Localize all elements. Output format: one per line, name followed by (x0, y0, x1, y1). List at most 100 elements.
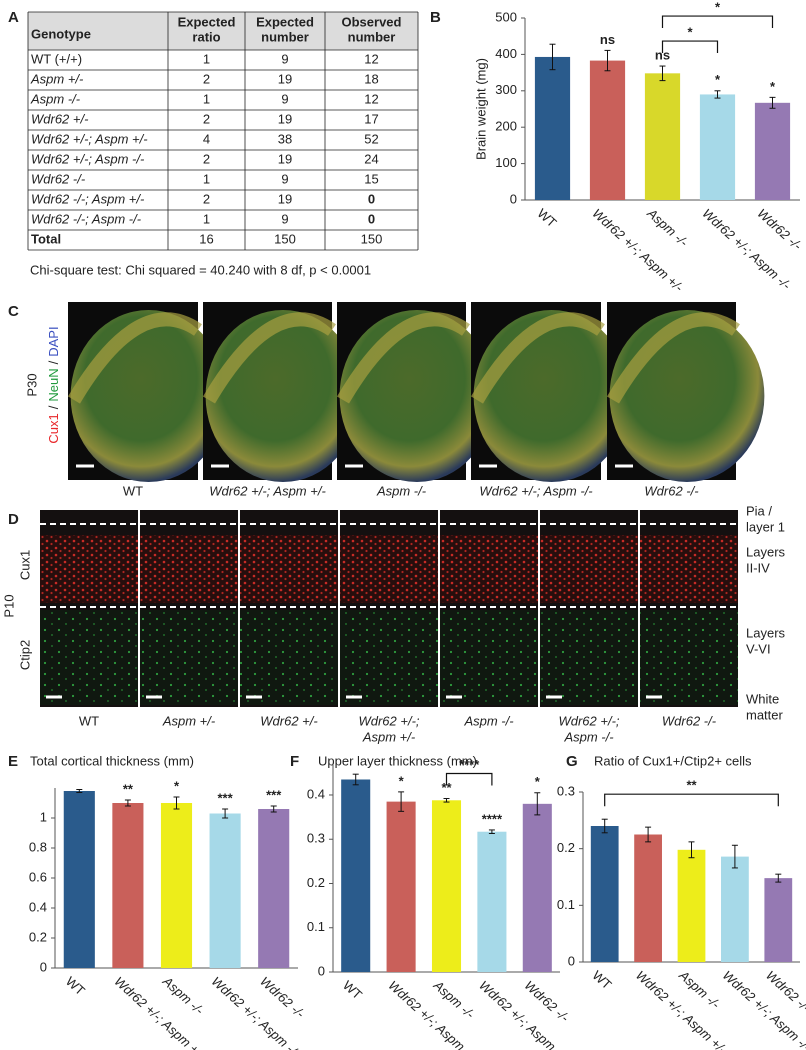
table-cell: 150 (361, 231, 383, 246)
x-tick-label: WT (590, 968, 615, 993)
table-cell: 0 (368, 191, 375, 206)
x-tick-label: Wdr62 +/-; Aspm +/- (589, 206, 686, 296)
error-bar (534, 792, 541, 816)
error-bar (270, 805, 277, 813)
bar (522, 803, 552, 972)
table-cell: 18 (364, 71, 378, 86)
y-tick-label: 200 (495, 119, 517, 134)
chart-title: Total cortical thickness (mm) (30, 753, 194, 768)
x-tick-label: WT (534, 206, 559, 231)
layer-label: V-VI (746, 641, 771, 656)
table-cell: 9 (281, 211, 288, 226)
bar (431, 800, 462, 972)
caption: Aspm +/- (362, 729, 416, 744)
bar (258, 809, 290, 968)
table-header-bg (28, 12, 418, 50)
table-cell: 2 (203, 111, 210, 126)
error-bar (731, 844, 738, 869)
panel-letter: B (430, 9, 441, 26)
bar (590, 826, 619, 962)
bar (721, 856, 749, 962)
table-cell: 19 (278, 191, 292, 206)
error-bar (659, 65, 666, 82)
layer-label: II-IV (746, 560, 770, 575)
brain-section (473, 310, 630, 482)
bar (754, 102, 791, 200)
caption: Wdr62 +/- (260, 713, 318, 728)
significance-label: ns (655, 47, 670, 62)
error-bar (775, 873, 782, 883)
significance-label: ** (123, 781, 134, 796)
table-cell: 150 (274, 231, 296, 246)
significance-label: ns (600, 32, 615, 47)
table-cell: 4 (203, 131, 210, 146)
y-tick-label: 0 (40, 959, 47, 974)
table-cell: 19 (278, 71, 292, 86)
table-cell: 16 (199, 231, 213, 246)
caption: Aspm -/- (376, 483, 427, 498)
bar (677, 849, 706, 962)
panel-letter: E (8, 753, 18, 770)
panel-letter: C (8, 303, 19, 320)
significance-bracket (445, 772, 493, 786)
error-bar (549, 43, 556, 71)
table-cell: 19 (278, 111, 292, 126)
caption: Aspm -/- (463, 713, 514, 728)
stain-label: Ctip2 (17, 640, 32, 670)
y-tick-label: 0.3 (307, 831, 325, 846)
table-header: number (261, 29, 309, 44)
cortex-band (606, 312, 740, 404)
significance-label: *** (266, 787, 282, 802)
y-tick-label: 0 (510, 191, 517, 206)
y-tick-label: 0.1 (557, 897, 575, 912)
error-bar (76, 789, 83, 793)
bar (634, 834, 662, 962)
table-cell: Aspm +/- (30, 71, 84, 86)
y-tick-label: 1 (40, 809, 47, 824)
cortex-band (470, 312, 605, 404)
caption: WT (79, 713, 99, 728)
y-tick-label: 0.3 (557, 783, 575, 798)
chart-title: Ratio of Cux1+/Ctip2+ cells (594, 753, 752, 768)
bar (644, 73, 681, 200)
ctip2-band (340, 610, 438, 705)
x-tick-label: WT (63, 974, 88, 999)
error-bar (769, 96, 776, 109)
stain-name: DAPI (46, 326, 61, 356)
ctip2-band (140, 610, 238, 705)
cux1-band (140, 535, 238, 603)
table-cell: Wdr62 +/-; Aspm +/- (31, 131, 148, 146)
table-cell: 2 (203, 151, 210, 166)
y-tick-label: 0.2 (29, 929, 47, 944)
x-tick-label: Wdr62 -/- (754, 206, 805, 254)
bracket-label: **** (459, 757, 480, 772)
y-tick-label: 0.6 (29, 869, 47, 884)
bar (534, 56, 571, 201)
x-tick-label: Wdr62 +/-; Aspm -/- (720, 968, 806, 1050)
table-cell: 2 (203, 191, 210, 206)
table-cell: 1 (203, 171, 210, 186)
stain-label: Cux1 / NeuN / DAPI (46, 326, 61, 443)
y-tick-label: 0.4 (29, 899, 47, 914)
y-tick-label: 100 (495, 155, 517, 170)
significance-label: *** (218, 790, 234, 805)
y-tick-label: 400 (495, 46, 517, 61)
table-cell: Aspm -/- (30, 91, 81, 106)
table-cell: Wdr62 -/-; Aspm -/- (31, 211, 142, 226)
table-cell: 19 (278, 151, 292, 166)
table-cell: 9 (281, 91, 288, 106)
error-bar (688, 841, 695, 859)
stain-separator: / (46, 405, 61, 409)
significance-label: * (535, 774, 541, 789)
table-cell: 38 (278, 131, 292, 146)
layer-label: Layers (746, 544, 786, 559)
bar (477, 831, 507, 972)
bar (112, 803, 144, 968)
table-cell: 0 (368, 211, 375, 226)
caption: Aspm +/- (162, 713, 216, 728)
y-tick-label: 0.8 (29, 839, 47, 854)
bar (386, 801, 416, 972)
caption: Wdr62 +/-; (558, 713, 619, 728)
panel-letter: G (566, 753, 578, 770)
